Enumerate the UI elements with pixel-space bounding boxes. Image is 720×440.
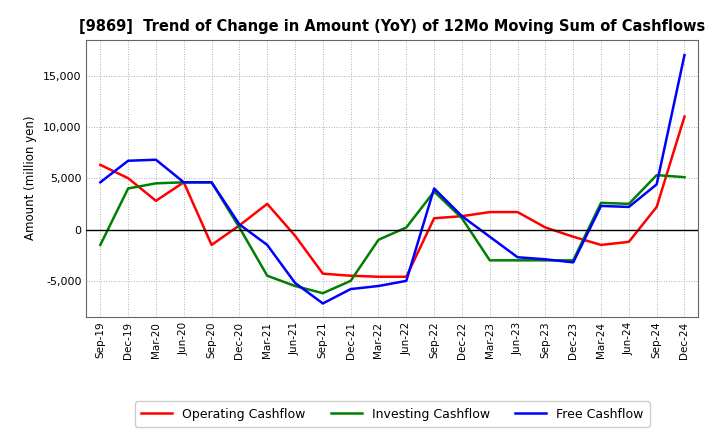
Free Cashflow bbox=[96, 180, 104, 185]
Operating Cashflow bbox=[179, 180, 188, 185]
Legend: Operating Cashflow, Investing Cashflow, Free Cashflow: Operating Cashflow, Investing Cashflow, … bbox=[135, 401, 650, 427]
Investing Cashflow bbox=[318, 290, 327, 296]
Free Cashflow bbox=[430, 186, 438, 191]
Operating Cashflow bbox=[374, 274, 383, 279]
Y-axis label: Amount (million yen): Amount (million yen) bbox=[24, 116, 37, 240]
Operating Cashflow bbox=[680, 114, 689, 119]
Operating Cashflow bbox=[291, 233, 300, 238]
Investing Cashflow bbox=[485, 258, 494, 263]
Operating Cashflow bbox=[541, 225, 550, 230]
Free Cashflow bbox=[318, 301, 327, 306]
Operating Cashflow bbox=[624, 239, 633, 245]
Investing Cashflow bbox=[652, 172, 661, 178]
Investing Cashflow bbox=[235, 225, 243, 230]
Free Cashflow bbox=[485, 234, 494, 239]
Line: Operating Cashflow: Operating Cashflow bbox=[100, 117, 685, 277]
Operating Cashflow bbox=[207, 242, 216, 248]
Operating Cashflow bbox=[152, 198, 161, 203]
Free Cashflow bbox=[680, 52, 689, 58]
Free Cashflow bbox=[597, 203, 606, 209]
Free Cashflow bbox=[152, 157, 161, 162]
Investing Cashflow bbox=[402, 225, 410, 230]
Free Cashflow bbox=[513, 255, 522, 260]
Title: [9869]  Trend of Change in Amount (YoY) of 12Mo Moving Sum of Cashflows: [9869] Trend of Change in Amount (YoY) o… bbox=[79, 19, 706, 34]
Free Cashflow bbox=[263, 242, 271, 248]
Operating Cashflow bbox=[346, 273, 355, 279]
Free Cashflow bbox=[458, 213, 467, 219]
Operating Cashflow bbox=[597, 242, 606, 248]
Free Cashflow bbox=[374, 283, 383, 289]
Investing Cashflow bbox=[569, 258, 577, 263]
Operating Cashflow bbox=[569, 234, 577, 239]
Operating Cashflow bbox=[263, 201, 271, 206]
Operating Cashflow bbox=[235, 223, 243, 228]
Free Cashflow bbox=[624, 204, 633, 209]
Operating Cashflow bbox=[458, 213, 467, 219]
Investing Cashflow bbox=[291, 283, 300, 289]
Investing Cashflow bbox=[541, 258, 550, 263]
Free Cashflow bbox=[291, 280, 300, 286]
Free Cashflow bbox=[569, 260, 577, 265]
Operating Cashflow bbox=[318, 271, 327, 276]
Free Cashflow bbox=[207, 180, 216, 185]
Operating Cashflow bbox=[96, 162, 104, 168]
Investing Cashflow bbox=[374, 237, 383, 242]
Investing Cashflow bbox=[458, 216, 467, 221]
Investing Cashflow bbox=[680, 175, 689, 180]
Free Cashflow bbox=[346, 286, 355, 292]
Investing Cashflow bbox=[124, 186, 132, 191]
Line: Investing Cashflow: Investing Cashflow bbox=[100, 175, 685, 293]
Operating Cashflow bbox=[513, 209, 522, 215]
Investing Cashflow bbox=[152, 181, 161, 186]
Free Cashflow bbox=[541, 257, 550, 262]
Operating Cashflow bbox=[402, 274, 410, 279]
Free Cashflow bbox=[402, 278, 410, 283]
Operating Cashflow bbox=[485, 209, 494, 215]
Investing Cashflow bbox=[624, 201, 633, 206]
Investing Cashflow bbox=[263, 273, 271, 279]
Operating Cashflow bbox=[430, 216, 438, 221]
Investing Cashflow bbox=[179, 180, 188, 185]
Investing Cashflow bbox=[346, 278, 355, 283]
Investing Cashflow bbox=[513, 258, 522, 263]
Free Cashflow bbox=[124, 158, 132, 163]
Investing Cashflow bbox=[430, 189, 438, 194]
Investing Cashflow bbox=[207, 180, 216, 185]
Investing Cashflow bbox=[96, 242, 104, 248]
Free Cashflow bbox=[179, 180, 188, 185]
Investing Cashflow bbox=[597, 200, 606, 205]
Operating Cashflow bbox=[652, 204, 661, 209]
Free Cashflow bbox=[652, 182, 661, 187]
Line: Free Cashflow: Free Cashflow bbox=[100, 55, 685, 304]
Operating Cashflow bbox=[124, 176, 132, 181]
Free Cashflow bbox=[235, 222, 243, 227]
